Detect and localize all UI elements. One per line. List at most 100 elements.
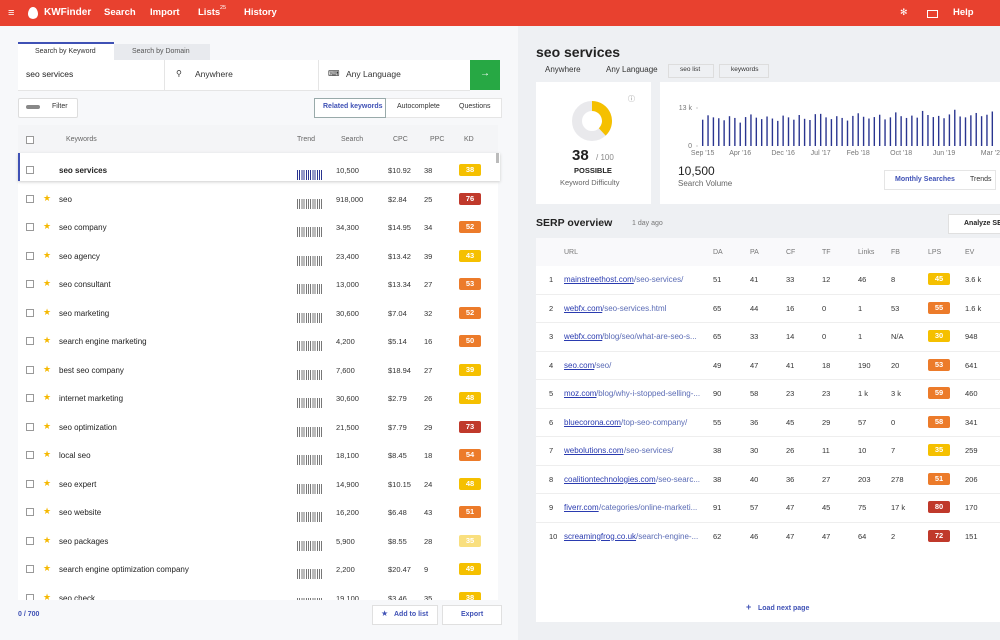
serp-metric: 44: [750, 305, 758, 313]
result-tab[interactable]: Questions: [459, 103, 491, 110]
keyword[interactable]: seo company: [59, 224, 107, 232]
row-divider: [536, 379, 1000, 380]
brand: KWFinder: [44, 8, 91, 18]
url-domain[interactable]: webfx.com: [564, 305, 602, 313]
star[interactable]: ★: [43, 365, 51, 374]
serp-column: FB: [891, 249, 900, 256]
keyword[interactable]: best seo company: [59, 367, 124, 375]
serp-metric: 11: [822, 447, 830, 455]
keyword[interactable]: seo expert: [59, 481, 96, 489]
tab-label[interactable]: Search by Keyword: [35, 48, 96, 55]
star[interactable]: ★: [43, 536, 51, 545]
ppc: 34: [424, 224, 432, 232]
ev: 641: [965, 362, 978, 370]
star[interactable]: ★: [43, 450, 51, 459]
kd-donut: [562, 91, 622, 151]
serp-metric: 2: [891, 533, 895, 541]
load-next[interactable]: Load next page: [758, 605, 809, 612]
url-domain[interactable]: webfx.com: [564, 333, 602, 341]
star[interactable]: ★: [43, 564, 51, 573]
keyword[interactable]: seo marketing: [59, 310, 109, 318]
keyword[interactable]: seo agency: [59, 253, 100, 261]
ppc: 39: [424, 253, 432, 261]
nav-item[interactable]: Import: [150, 8, 180, 18]
add-to-list[interactable]: Add to list: [394, 611, 428, 618]
trend-spark: [297, 512, 322, 522]
url-domain[interactable]: coalitiontechnologies.com: [564, 476, 656, 484]
star[interactable]: ★: [43, 279, 51, 288]
divider: [164, 60, 165, 90]
lps-badge: 53: [928, 359, 950, 371]
serp-metric: 62: [713, 533, 721, 541]
column-header[interactable]: Search: [341, 136, 363, 143]
volume-caption: Search Volume: [678, 180, 732, 188]
keyword[interactable]: local seo: [59, 452, 91, 460]
keyword[interactable]: seo packages: [59, 538, 108, 546]
url-domain[interactable]: moz.com: [564, 390, 596, 398]
rank: 10: [549, 533, 557, 541]
search-arrow[interactable]: →: [480, 69, 490, 79]
column-header[interactable]: Trend: [297, 136, 315, 143]
cpc: $13.34: [388, 281, 411, 289]
url-domain[interactable]: bluecorona.com: [564, 419, 621, 427]
filter-label[interactable]: Filter: [52, 103, 68, 110]
query-input[interactable]: seo services: [26, 70, 73, 79]
serp-metric: 33: [750, 333, 758, 341]
result-tab[interactable]: Related keywords: [323, 103, 383, 110]
column-header[interactable]: KD: [464, 136, 474, 143]
serp-metric: N/A: [891, 333, 904, 341]
column-header[interactable]: Keywords: [66, 136, 97, 143]
keyword[interactable]: search engine marketing: [59, 338, 147, 346]
star[interactable]: ★: [43, 393, 51, 402]
star[interactable]: ★: [43, 308, 51, 317]
star[interactable]: ★: [43, 422, 51, 431]
url-domain[interactable]: mainstreethost.com: [564, 276, 634, 284]
nav-item[interactable]: Lists: [198, 8, 220, 18]
ev: 3.6 k: [965, 276, 981, 284]
url-domain[interactable]: fiverr.com: [564, 504, 599, 512]
keyword[interactable]: seo website: [59, 509, 101, 517]
rank: 8: [549, 476, 553, 484]
location-select[interactable]: Anywhere: [195, 70, 233, 79]
url-path: /blog/why-i-stopped-selling-...: [596, 390, 700, 398]
star[interactable]: ★: [43, 507, 51, 516]
volume-tab[interactable]: Monthly Searches: [895, 176, 955, 183]
trend-spark: [297, 484, 322, 494]
help[interactable]: Help: [953, 8, 974, 18]
chip-label[interactable]: keywords: [731, 67, 758, 74]
url-domain[interactable]: screamingfrog.co.uk: [564, 533, 636, 541]
keyword[interactable]: seo consultant: [59, 281, 111, 289]
ev: 206: [965, 476, 978, 484]
keyword[interactable]: internet marketing: [59, 395, 123, 403]
row-divider: [536, 322, 1000, 323]
star[interactable]: ★: [43, 479, 51, 488]
column-header[interactable]: CPC: [393, 136, 408, 143]
keyword[interactable]: seo: [59, 196, 72, 204]
chip-label[interactable]: seo list: [680, 67, 700, 74]
plus-icon: +: [746, 603, 751, 612]
keyboard-icon: [927, 10, 938, 18]
volume-tab[interactable]: Trends: [970, 176, 992, 183]
keyword[interactable]: seo services: [59, 167, 107, 175]
column-header[interactable]: PPC: [430, 136, 444, 143]
star[interactable]: ★: [43, 222, 51, 231]
keyword[interactable]: search engine optimization company: [59, 566, 189, 574]
rank: 3: [549, 333, 553, 341]
keyword[interactable]: seo optimization: [59, 424, 117, 432]
tab-label[interactable]: Search by Domain: [132, 48, 190, 55]
logo: [28, 7, 38, 19]
analyze-serp[interactable]: Analyze SE: [964, 220, 1000, 227]
row-divider: [536, 351, 1000, 352]
checkbox: [26, 195, 34, 203]
url-domain[interactable]: seo.com: [564, 362, 594, 370]
star[interactable]: ★: [43, 251, 51, 260]
url-domain[interactable]: webolutions.com: [564, 447, 624, 455]
result-tab[interactable]: Autocomplete: [397, 103, 440, 110]
nav-item[interactable]: History: [244, 8, 277, 18]
nav-item[interactable]: Search: [104, 8, 136, 18]
star[interactable]: ★: [43, 336, 51, 345]
checkbox: [26, 423, 34, 431]
export[interactable]: Export: [461, 611, 483, 618]
language-select[interactable]: Any Language: [346, 70, 401, 79]
star[interactable]: ★: [43, 194, 51, 203]
